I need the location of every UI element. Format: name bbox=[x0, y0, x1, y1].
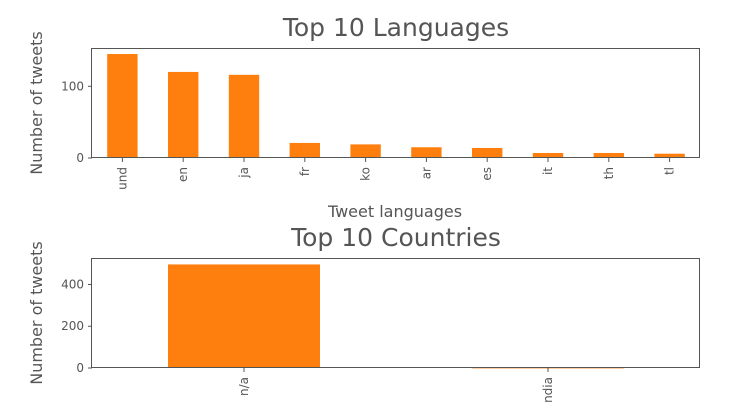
y-tick-label: 0 bbox=[76, 151, 84, 165]
plot-frame bbox=[91, 48, 700, 158]
bar bbox=[228, 74, 260, 158]
x-tick-label: ar bbox=[419, 167, 433, 179]
y-tick-label: 0 bbox=[76, 361, 84, 375]
y-tick-label: 200 bbox=[61, 319, 84, 333]
bar-group bbox=[168, 264, 624, 369]
y-tick-label: 100 bbox=[61, 79, 84, 93]
bar bbox=[289, 142, 320, 158]
bar bbox=[593, 152, 624, 158]
x-axis-label: Tweet languages bbox=[327, 202, 462, 221]
chart-title: Top 10 Languages bbox=[282, 13, 509, 42]
bar bbox=[350, 144, 381, 158]
x-tick-label: th bbox=[602, 167, 616, 179]
bar bbox=[107, 54, 138, 158]
bar-group bbox=[107, 54, 685, 158]
countries-chart: Top 10 Countries Number of tweets n/a ndi… bbox=[27, 223, 700, 403]
tick-group: und en ja fr ko ar es it th tl 0 100 bbox=[61, 79, 677, 190]
x-tick-label: fr bbox=[298, 167, 312, 176]
x-tick-label: en bbox=[176, 167, 190, 182]
chart-title: Top 10 Countries bbox=[290, 223, 501, 252]
y-axis-label: Number of tweets bbox=[27, 241, 46, 385]
x-tick-label: it bbox=[541, 167, 555, 175]
x-tick-label: ja bbox=[237, 167, 251, 179]
x-tick-label: n/a bbox=[237, 377, 251, 396]
tick-group: n/a ndia 0 200 400 bbox=[61, 277, 555, 402]
bar bbox=[654, 153, 685, 158]
y-axis-label: Number of tweets bbox=[27, 31, 46, 175]
bar bbox=[168, 264, 320, 368]
x-tick-label: ko bbox=[359, 167, 373, 181]
y-tick-label: 400 bbox=[61, 277, 84, 291]
x-tick-label: tl bbox=[663, 167, 677, 175]
x-tick-label: und bbox=[115, 167, 129, 190]
bar bbox=[411, 147, 442, 158]
x-tick-label: ndia bbox=[541, 377, 555, 403]
bar bbox=[168, 71, 199, 158]
bar bbox=[472, 147, 503, 158]
bar bbox=[532, 152, 564, 158]
languages-chart: Top 10 Languages Number of tweets Tweet … bbox=[27, 13, 700, 221]
x-tick-label: es bbox=[480, 167, 494, 181]
plot-frame bbox=[91, 258, 700, 368]
